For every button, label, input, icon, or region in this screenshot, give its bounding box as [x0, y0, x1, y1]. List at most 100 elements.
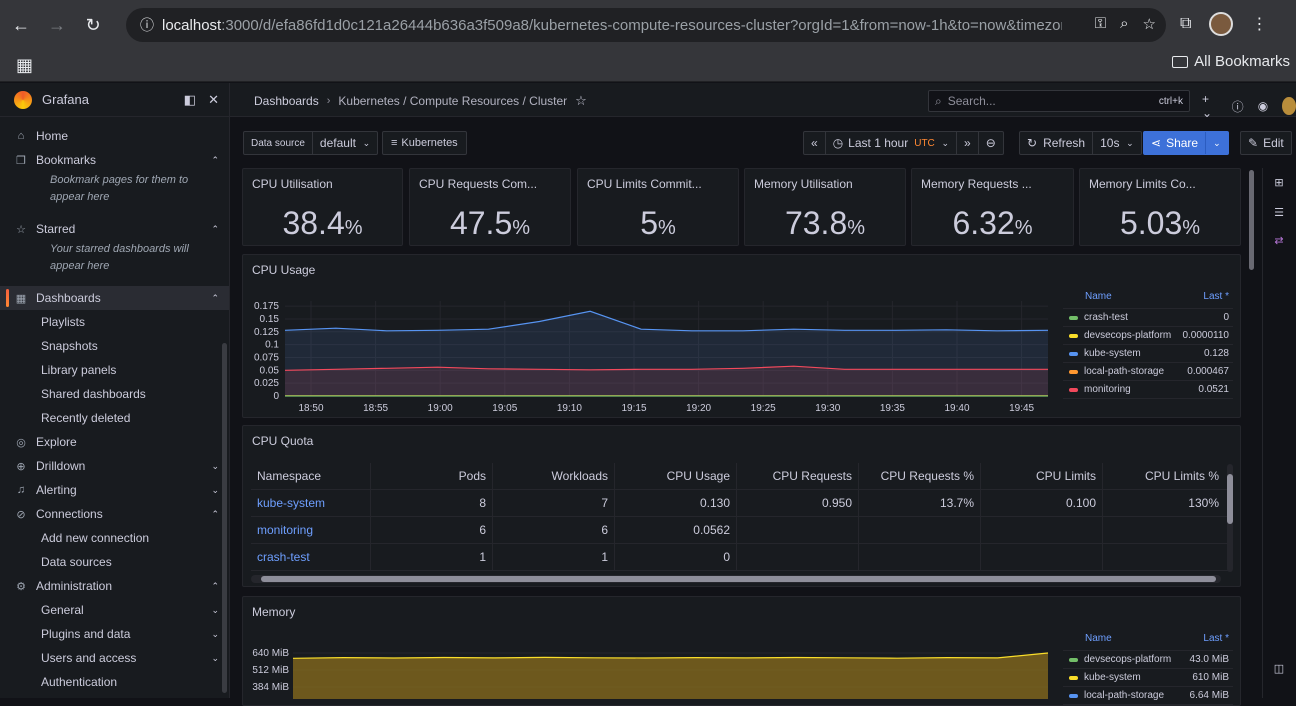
key-icon[interactable]: ⚿	[1095, 15, 1106, 33]
forward-arrow-icon[interactable]: →	[42, 10, 72, 40]
apps-grid-icon[interactable]: ▦	[16, 55, 33, 76]
scrollbar-thumb[interactable]	[1227, 474, 1233, 524]
chevron-up-icon[interactable]: ⌃	[211, 155, 219, 166]
sidebar-item-snapshots[interactable]: Snapshots	[0, 334, 229, 358]
sidebar-item-playlists[interactable]: Playlists	[0, 310, 229, 334]
namespace-link[interactable]: monitoring	[251, 517, 371, 543]
time-shift-forward-icon[interactable]: »	[957, 132, 979, 154]
column-header[interactable]: Namespace	[251, 463, 371, 489]
sidebar-item-home[interactable]: ⌂Home	[0, 124, 229, 148]
sidebar-item-recently-deleted[interactable]: Recently deleted	[0, 406, 229, 430]
sidebar-item-users-and-access[interactable]: Users and access⌄	[0, 646, 229, 670]
sidebar-item-connections[interactable]: ⊘Connections⌃	[0, 502, 229, 526]
kubernetes-link-button[interactable]: ≡Kubernetes	[382, 131, 467, 155]
news-icon[interactable]: ◉	[1258, 99, 1268, 113]
share-main[interactable]: ⋖Share	[1144, 132, 1206, 154]
table-vertical-scrollbar[interactable]	[1227, 464, 1233, 572]
sidebar-item-bookmarks[interactable]: ❐Bookmarks⌃	[0, 148, 229, 172]
breadcrumb-dashboards[interactable]: Dashboards	[254, 94, 319, 108]
namespace-link[interactable]: crash-test	[251, 544, 371, 570]
sidebar-item-starred[interactable]: ☆Starred⌃	[0, 217, 229, 241]
namespace-link[interactable]: kube-system	[251, 490, 371, 516]
chevron-down-icon[interactable]: ⌄	[211, 653, 219, 664]
share-button[interactable]: ⋖Share ⌄	[1143, 131, 1229, 155]
sidebar-item-dashboards[interactable]: ▦Dashboards⌃	[0, 286, 229, 310]
stat-panel-cpu-requests[interactable]: CPU Requests Com... 47.5%	[409, 168, 571, 246]
chevron-down-icon[interactable]: ⌄	[211, 461, 219, 472]
chevron-up-icon[interactable]: ⌃	[211, 581, 219, 592]
grafana-logo-icon[interactable]	[14, 91, 32, 109]
dashboard-scrollbar[interactable]	[1249, 170, 1254, 270]
legend-name-header[interactable]: Name	[1085, 633, 1112, 650]
chevron-up-icon[interactable]: ⌃	[211, 224, 219, 235]
extensions-icon[interactable]: ⧉	[1180, 15, 1191, 33]
column-header[interactable]: CPU Limits %	[1103, 463, 1225, 489]
column-header[interactable]: Pods	[371, 463, 493, 489]
sidebar-item-add-new-connection[interactable]: Add new connection	[0, 526, 229, 550]
legend-last-header[interactable]: Last *	[1203, 291, 1229, 308]
add-panel-icon[interactable]: ⊞	[1271, 176, 1287, 190]
sidebar-item-drilldown[interactable]: ⊕Drilldown⌄	[0, 454, 229, 478]
sidebar-item-data-sources[interactable]: Data sources	[0, 550, 229, 574]
sidebar-item-general[interactable]: General⌄	[0, 598, 229, 622]
column-header[interactable]: CPU Limits	[981, 463, 1103, 489]
sidebar-item-explore[interactable]: ◎Explore	[0, 430, 229, 454]
close-menu-icon[interactable]: ✕	[208, 92, 219, 108]
sidebar-item-administration[interactable]: ⚙Administration⌃	[0, 574, 229, 598]
chevron-up-icon[interactable]: ⌃	[211, 293, 219, 304]
column-header[interactable]: CPU Requests %	[859, 463, 981, 489]
chevron-down-icon[interactable]: ⌄	[211, 605, 219, 616]
cpu-quota-panel[interactable]: CPU Quota Namespace Pods Workloads CPU U…	[242, 425, 1241, 587]
chevron-down-icon[interactable]: ⌄	[211, 485, 219, 496]
refresh-picker[interactable]: ↻Refresh 10s ⌄	[1019, 131, 1142, 155]
transform-icon[interactable]: ⇄	[1271, 234, 1287, 248]
chevron-up-icon[interactable]: ⌃	[211, 509, 219, 520]
column-header[interactable]: CPU Requests	[737, 463, 859, 489]
time-shift-back-icon[interactable]: «	[804, 132, 826, 154]
stat-panel-memory-utilisation[interactable]: Memory Utilisation 73.8%	[744, 168, 906, 246]
legend-name-header[interactable]: Name	[1085, 291, 1112, 308]
sidebar-item-alerting[interactable]: ♫Alerting⌄	[0, 478, 229, 502]
user-avatar[interactable]	[1282, 97, 1296, 115]
dock-panel-icon[interactable]: ◫	[1271, 662, 1287, 676]
stat-panel-cpu-utilisation[interactable]: CPU Utilisation 38.4%	[242, 168, 403, 246]
breadcrumb-current[interactable]: Kubernetes / Compute Resources / Cluster	[338, 94, 567, 108]
stat-panel-memory-requests[interactable]: Memory Requests ... 6.32%	[911, 168, 1074, 246]
stat-panel-cpu-limits[interactable]: CPU Limits Commit... 5%	[577, 168, 739, 246]
datasource-picker[interactable]: Data source default ⌄	[243, 131, 378, 155]
dock-menu-icon[interactable]: ◧	[184, 92, 196, 108]
address-bar[interactable]: ⓘ localhost:3000/d/efa86fd1d0c121a26444b…	[126, 8, 1166, 42]
column-header[interactable]: CPU Usage	[615, 463, 737, 489]
refresh-button[interactable]: ↻Refresh	[1020, 132, 1093, 154]
zoom-icon[interactable]: ⌕	[1120, 15, 1128, 33]
chevron-down-icon[interactable]: ⌄	[211, 629, 219, 640]
outline-icon[interactable]: ☰	[1271, 206, 1287, 220]
legend-last-header[interactable]: Last *	[1203, 633, 1229, 650]
search-input[interactable]: ⌕ Search... ctrl+k	[928, 90, 1190, 112]
series-line-kube-system[interactable]	[293, 653, 1048, 658]
zoom-out-icon[interactable]: ⊖	[979, 132, 1003, 154]
sidebar-item-shared-dashboards[interactable]: Shared dashboards	[0, 382, 229, 406]
edit-button[interactable]: ✎Edit	[1240, 131, 1292, 155]
stat-panel-memory-limits[interactable]: Memory Limits Co... 5.03%	[1079, 168, 1241, 246]
profile-avatar[interactable]	[1209, 12, 1233, 36]
sidebar-item-authentication[interactable]: Authentication	[0, 670, 229, 694]
reload-icon[interactable]: ↻	[78, 10, 108, 40]
sidebar-item-plugins-and-data[interactable]: Plugins and data⌄	[0, 622, 229, 646]
bookmark-star-icon[interactable]: ☆	[1143, 15, 1156, 33]
back-arrow-icon[interactable]: ←	[6, 10, 36, 40]
sidebar-scrollbar[interactable]	[222, 343, 227, 693]
table-horizontal-scrollbar[interactable]	[251, 575, 1221, 583]
series-line-kube-system[interactable]	[285, 311, 1048, 331]
